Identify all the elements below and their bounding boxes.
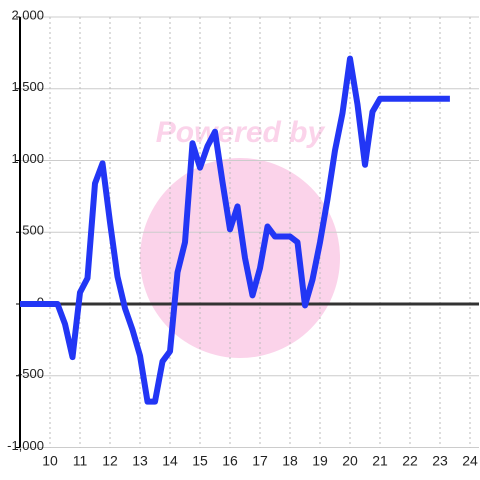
y-tick-label: 2,000 bbox=[11, 7, 44, 22]
line bbox=[20, 55, 450, 405]
watermark: Powered by bbox=[156, 116, 326, 149]
x-tick-label: 12 bbox=[102, 453, 118, 469]
x-tick-label: 23 bbox=[432, 453, 448, 469]
x-tick-label: 21 bbox=[372, 453, 388, 469]
x-tick-label: 10 bbox=[42, 453, 58, 469]
x-tick-label: 20 bbox=[342, 453, 358, 469]
y-tick-label: -500 bbox=[18, 366, 44, 381]
x-tick-label: 24 bbox=[462, 453, 478, 469]
x-tick-label: 15 bbox=[192, 453, 208, 469]
y-tick-label: 500 bbox=[22, 223, 44, 238]
x-tick-label: 13 bbox=[132, 453, 148, 469]
x-tick-label: 18 bbox=[282, 453, 298, 469]
x-tick-label: 19 bbox=[312, 453, 328, 469]
x-tick-label: 22 bbox=[402, 453, 418, 469]
y-tick-label: 1,500 bbox=[11, 79, 44, 94]
y-tick-label: 1,000 bbox=[11, 151, 44, 166]
x-tick-label: 17 bbox=[252, 453, 268, 469]
x-tick-label: 11 bbox=[73, 453, 88, 469]
x-tick-label: 14 bbox=[162, 453, 178, 469]
y-tick-label: -1,000 bbox=[7, 438, 44, 453]
x-tick-label: 16 bbox=[222, 453, 238, 469]
